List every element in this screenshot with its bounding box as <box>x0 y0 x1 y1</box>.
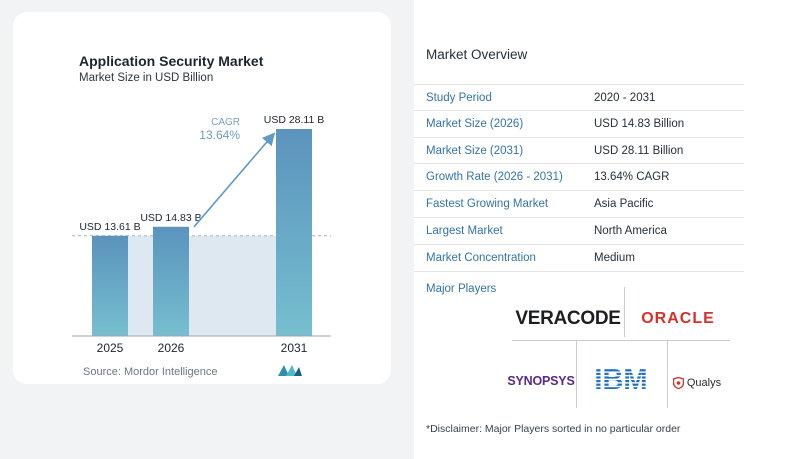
overview-row-value: Asia Pacific <box>594 198 654 211</box>
overview-row-key: Largest Market <box>426 224 503 237</box>
x-tick-label-2025: 2025 <box>97 341 124 355</box>
players-divider-h-right <box>666 340 730 341</box>
veracode-logo: VERACODE <box>515 308 621 329</box>
market-overview-panel: Market Overview Study Period 2020 - 2031 M… <box>414 0 800 459</box>
bar-2026 <box>153 226 189 336</box>
overview-row-value: 13.64% CAGR <box>594 171 670 184</box>
value-label-2031: USD 28.11 B <box>264 114 325 126</box>
overview-row: Market Size (2026) USD 14.83 Billion <box>414 111 744 138</box>
source-text: Source: Mordor Intelligence <box>83 366 218 378</box>
qualys-shield-icon <box>672 377 684 389</box>
overview-row-value: USD 14.83 Billion <box>594 117 685 130</box>
bar-2031 <box>276 129 312 336</box>
overview-row-key: Market Concentration <box>426 251 536 264</box>
players-box-top <box>576 340 668 341</box>
qualys-logo-text: Qualys <box>686 377 722 389</box>
chart-subtitle: Market Size in USD Billion <box>79 72 214 84</box>
x-tick-label-2026: 2026 <box>158 341 185 355</box>
players-box-right <box>667 340 668 408</box>
bar-2025 <box>92 235 128 336</box>
overview-row: Market Concentration Medium <box>414 245 744 272</box>
mordor-logo-icon <box>278 365 302 376</box>
value-label-2026: USD 14.83 B <box>140 212 201 224</box>
major-players-label: Major Players <box>426 283 497 295</box>
bar-chart: USD 13.61 B 2025 USD 14.83 B 2026 USD 28.11 … <box>72 114 331 355</box>
disclaimer-text: *Disclaimer: Major Players sorted in no … <box>426 423 681 435</box>
overview-row: Market Size (2031) USD 28.11 Billion <box>414 138 744 165</box>
players-divider-v-top <box>624 287 625 337</box>
overview-row-value: 2020 - 2031 <box>594 92 656 104</box>
overview-row: Growth Rate (2026 - 2031) 13.64% CAGR <box>414 164 744 192</box>
overview-table: Study Period 2020 - 2031 Market Size (2026… <box>414 84 744 272</box>
players-divider-h-top <box>512 340 584 341</box>
overview-row: Study Period 2020 - 2031 <box>414 84 744 111</box>
cagr-label: CAGR <box>211 117 240 128</box>
overview-row-value: Medium <box>594 251 635 264</box>
overview-row-key: Growth Rate (2026 - 2031) <box>426 171 563 184</box>
overview-title: Market Overview <box>426 47 528 62</box>
cagr-value: 13.64% <box>199 128 240 142</box>
chart-title: Application Security Market <box>79 53 264 69</box>
value-label-2025: USD 13.61 B <box>79 221 140 233</box>
overview-row: Fastest Growing Market Asia Pacific <box>414 191 744 218</box>
overview-row: Largest Market North America <box>414 218 744 245</box>
x-tick-label-2031: 2031 <box>281 341 308 355</box>
qualys-logo: Qualys <box>667 373 727 393</box>
oracle-logo: ORACLE <box>641 310 715 327</box>
overview-row-value: USD 28.11 Billion <box>594 144 684 157</box>
ibm-logo: IBM <box>586 362 656 394</box>
overview-row-key: Study Period <box>426 92 492 104</box>
overview-row-key: Market Size (2026) <box>426 117 524 130</box>
overview-row-key: Market Size (2031) <box>426 144 524 157</box>
players-box-left <box>576 340 577 408</box>
synopsys-logo: SYNOPSYS <box>507 374 575 388</box>
overview-row-value: North America <box>594 224 667 237</box>
cagr-arrow <box>193 132 276 228</box>
overview-row-key: Fastest Growing Market <box>426 198 549 211</box>
